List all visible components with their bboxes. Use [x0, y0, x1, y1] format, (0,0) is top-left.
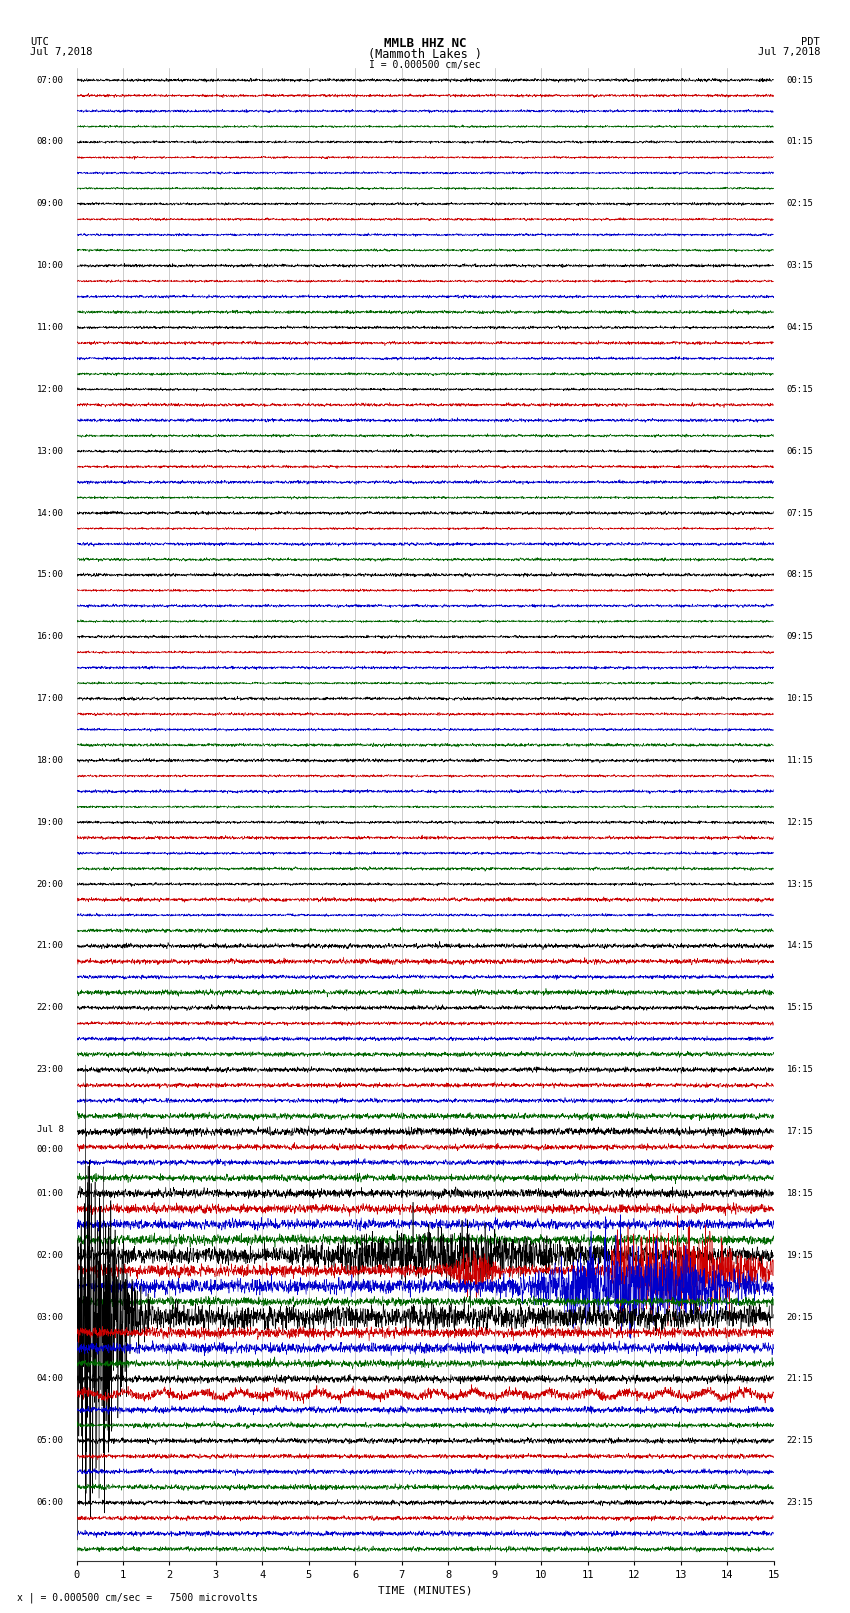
Text: 13:00: 13:00 — [37, 447, 64, 456]
Text: 04:00: 04:00 — [37, 1374, 64, 1384]
Text: 06:00: 06:00 — [37, 1498, 64, 1507]
Text: 01:15: 01:15 — [786, 137, 813, 147]
Text: 14:15: 14:15 — [786, 942, 813, 950]
Text: 18:00: 18:00 — [37, 756, 64, 765]
Text: 20:15: 20:15 — [786, 1313, 813, 1321]
Text: 21:00: 21:00 — [37, 942, 64, 950]
Text: (Mammoth Lakes ): (Mammoth Lakes ) — [368, 48, 482, 61]
Text: 15:15: 15:15 — [786, 1003, 813, 1013]
Text: 03:15: 03:15 — [786, 261, 813, 269]
Text: 00:00: 00:00 — [37, 1145, 64, 1155]
Text: 02:00: 02:00 — [37, 1250, 64, 1260]
Text: 23:15: 23:15 — [786, 1498, 813, 1507]
Text: 05:00: 05:00 — [37, 1436, 64, 1445]
Text: Jul 8: Jul 8 — [37, 1124, 64, 1134]
Text: Jul 7,2018: Jul 7,2018 — [30, 47, 93, 56]
Text: 11:15: 11:15 — [786, 756, 813, 765]
Text: 10:00: 10:00 — [37, 261, 64, 269]
Text: 12:15: 12:15 — [786, 818, 813, 827]
Text: PDT: PDT — [802, 37, 820, 47]
Text: 13:15: 13:15 — [786, 879, 813, 889]
Text: 17:15: 17:15 — [786, 1127, 813, 1136]
Text: 14:00: 14:00 — [37, 508, 64, 518]
Text: 22:15: 22:15 — [786, 1436, 813, 1445]
Text: 19:00: 19:00 — [37, 818, 64, 827]
Text: 08:15: 08:15 — [786, 571, 813, 579]
Text: 08:00: 08:00 — [37, 137, 64, 147]
X-axis label: TIME (MINUTES): TIME (MINUTES) — [377, 1586, 473, 1595]
Text: 21:15: 21:15 — [786, 1374, 813, 1384]
Text: 00:15: 00:15 — [786, 76, 813, 84]
Text: 05:15: 05:15 — [786, 386, 813, 394]
Text: 20:00: 20:00 — [37, 879, 64, 889]
Text: 18:15: 18:15 — [786, 1189, 813, 1198]
Text: 10:15: 10:15 — [786, 694, 813, 703]
Text: 22:00: 22:00 — [37, 1003, 64, 1013]
Text: 09:00: 09:00 — [37, 200, 64, 208]
Text: 06:15: 06:15 — [786, 447, 813, 456]
Text: 03:00: 03:00 — [37, 1313, 64, 1321]
Text: UTC: UTC — [30, 37, 48, 47]
Text: 12:00: 12:00 — [37, 386, 64, 394]
Text: 02:15: 02:15 — [786, 200, 813, 208]
Text: MMLB HHZ NC: MMLB HHZ NC — [383, 37, 467, 50]
Text: 19:15: 19:15 — [786, 1250, 813, 1260]
Text: 16:15: 16:15 — [786, 1065, 813, 1074]
Text: I = 0.000500 cm/sec: I = 0.000500 cm/sec — [369, 60, 481, 69]
Text: x | = 0.000500 cm/sec =   7500 microvolts: x | = 0.000500 cm/sec = 7500 microvolts — [17, 1592, 258, 1603]
Text: 11:00: 11:00 — [37, 323, 64, 332]
Text: 16:00: 16:00 — [37, 632, 64, 642]
Text: 17:00: 17:00 — [37, 694, 64, 703]
Text: 23:00: 23:00 — [37, 1065, 64, 1074]
Text: 07:00: 07:00 — [37, 76, 64, 84]
Text: 01:00: 01:00 — [37, 1189, 64, 1198]
Text: 07:15: 07:15 — [786, 508, 813, 518]
Text: 04:15: 04:15 — [786, 323, 813, 332]
Text: 15:00: 15:00 — [37, 571, 64, 579]
Text: 09:15: 09:15 — [786, 632, 813, 642]
Text: Jul 7,2018: Jul 7,2018 — [757, 47, 820, 56]
